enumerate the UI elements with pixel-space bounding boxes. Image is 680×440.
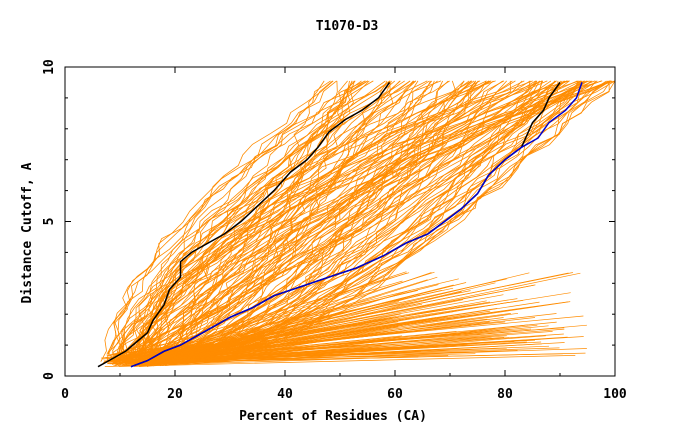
- y-tick-label: 10: [42, 59, 57, 75]
- model-curve: [109, 80, 511, 356]
- model-curve: [128, 80, 592, 354]
- model-curve-low: [108, 300, 524, 362]
- model-curve: [105, 80, 582, 358]
- model-curve-low: [149, 271, 435, 363]
- y-tick-label: 0: [42, 372, 57, 380]
- model-curve: [126, 80, 386, 362]
- y-axis-label: Distance Cutoff, A: [20, 162, 35, 303]
- x-tick-label: 80: [497, 387, 513, 402]
- model-curve-low: [144, 272, 408, 362]
- model-curve: [147, 80, 442, 361]
- model-curve: [100, 80, 366, 362]
- model-curve: [102, 80, 616, 360]
- highlight-curve-1: [97, 81, 391, 368]
- highlight-curves: [97, 81, 583, 368]
- highlight-curve-3: [130, 82, 583, 368]
- model-curve: [117, 80, 487, 356]
- model-curve: [169, 80, 609, 358]
- model-curve: [106, 80, 450, 363]
- model-curve: [183, 80, 353, 361]
- model-curve: [152, 80, 552, 358]
- model-curve-low: [103, 335, 507, 362]
- model-curve: [153, 80, 568, 360]
- x-tick-label: 40: [277, 387, 293, 402]
- model-curve: [170, 80, 557, 359]
- model-curve-low: [122, 284, 536, 366]
- model-curve-low: [138, 342, 565, 367]
- x-tick-label: 60: [387, 387, 403, 402]
- x-axis-label: Percent of Residues (CA): [239, 409, 427, 424]
- model-curve: [110, 80, 331, 362]
- model-curve-low: [159, 336, 568, 365]
- model-curve: [114, 80, 414, 362]
- model-curve-low: [158, 286, 447, 361]
- model-curve: [137, 80, 481, 361]
- model-curve: [155, 80, 557, 365]
- model-curve-low: [113, 290, 419, 362]
- chart-title: T1070-D3: [316, 19, 379, 34]
- model-curve: [119, 80, 525, 360]
- model-curve: [175, 80, 590, 357]
- x-tick-label: 0: [61, 387, 69, 402]
- model-curve: [144, 80, 612, 356]
- model-curve: [118, 80, 523, 356]
- model-curve: [123, 80, 370, 360]
- model-curve: [145, 80, 566, 365]
- model-curve: [145, 80, 563, 361]
- model-curve-low: [128, 321, 490, 365]
- model-curve: [132, 80, 417, 362]
- model-curve: [154, 80, 570, 358]
- x-tick-label: 20: [167, 387, 183, 402]
- model-curve-low: [128, 349, 427, 364]
- model-curve-low: [114, 331, 553, 365]
- model-curve: [127, 80, 473, 360]
- model-curve: [114, 80, 507, 360]
- model-curve-low: [117, 303, 423, 364]
- x-axis-ticks: 0 20 40 60 80 100: [61, 67, 627, 402]
- model-curve: [131, 80, 470, 359]
- model-curve-low: [118, 355, 576, 367]
- model-curve: [154, 80, 585, 360]
- model-curve: [157, 80, 405, 362]
- model-curve: [107, 80, 585, 360]
- model-curve-low: [140, 272, 530, 367]
- y-tick-label: 5: [42, 218, 57, 226]
- model-curve: [106, 80, 337, 355]
- model-curve: [115, 80, 611, 355]
- model-curve: [114, 80, 479, 357]
- model-curve: [115, 80, 401, 366]
- model-curve-low: [103, 272, 410, 363]
- model-curve-low: [111, 350, 503, 362]
- model-curve: [107, 80, 366, 364]
- model-curve-low: [150, 299, 464, 364]
- model-curve-low: [104, 321, 506, 362]
- y-axis-ticks: 0 5 10: [42, 59, 615, 380]
- model-curve: [141, 80, 613, 360]
- model-curve: [177, 80, 391, 354]
- model-curve-low: [104, 356, 419, 367]
- model-curve: [130, 80, 368, 362]
- model-curve: [144, 80, 388, 364]
- model-curve: [135, 80, 543, 360]
- model-curve: [136, 80, 582, 364]
- model-curve: [175, 80, 449, 359]
- model-curve: [168, 80, 356, 355]
- model-curve: [147, 80, 492, 362]
- background-model-curves: [100, 80, 616, 368]
- x-tick-label: 100: [603, 387, 627, 402]
- model-curve-low: [169, 335, 546, 365]
- model-curve-low: [136, 331, 457, 363]
- model-curve: [135, 80, 334, 357]
- model-curve: [102, 80, 537, 364]
